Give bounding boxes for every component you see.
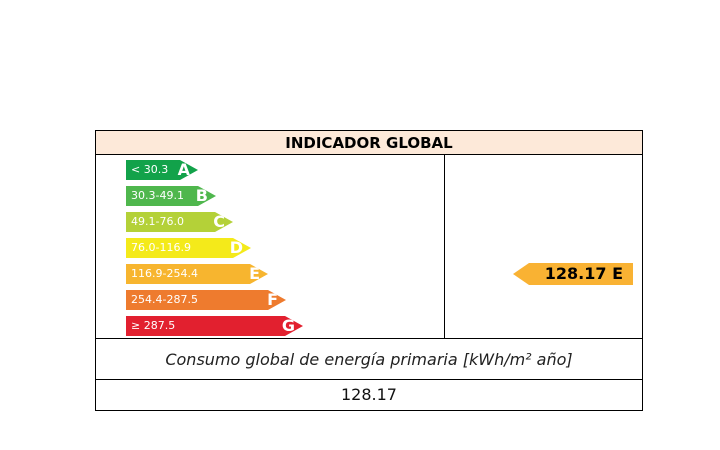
band-letter: D xyxy=(229,238,243,257)
band-letter: E xyxy=(249,264,260,283)
band-e: 116.9-254.4 E xyxy=(126,264,268,284)
rating-letter: E xyxy=(612,264,623,283)
band-b: 30.3-49.1 B xyxy=(126,186,216,206)
band-d: 76.0-116.9 D xyxy=(126,238,251,258)
band-letter: F xyxy=(267,290,278,309)
band-range: < 30.3 xyxy=(131,163,169,176)
band-range: 49.1-76.0 xyxy=(131,215,184,228)
band-letter: B xyxy=(195,186,208,205)
band-letter: C xyxy=(213,212,225,231)
band-range: 254.4-287.5 xyxy=(131,293,198,306)
consumption-value: 128.17 xyxy=(341,385,397,404)
band-range: 30.3-49.1 xyxy=(131,189,184,202)
energy-scale: < 30.3 A 30.3-49.1 B 49.1-76.0 C 76.0-11… xyxy=(96,155,445,338)
band-f: 254.4-287.5 F xyxy=(126,290,286,310)
rating-value: 128.17 xyxy=(544,264,607,283)
band-letter: A xyxy=(177,160,190,179)
band-letter: G xyxy=(281,316,295,335)
rating-indicator: 128.17 E xyxy=(513,263,633,285)
band-g: ≥ 287.5 G xyxy=(126,316,303,336)
band-range: ≥ 287.5 xyxy=(131,319,176,332)
energy-rating-card: INDICADOR GLOBAL < 30.3 A 30.3-49.1 B 49… xyxy=(95,130,643,411)
band-a: < 30.3 A xyxy=(126,160,198,180)
card-title: INDICADOR GLOBAL xyxy=(96,131,642,155)
consumption-caption: Consumo global de energía primaria [kWh/… xyxy=(96,338,642,380)
band-range: 116.9-254.4 xyxy=(131,267,198,280)
band-c: 49.1-76.0 C xyxy=(126,212,233,232)
band-range: 76.0-116.9 xyxy=(131,241,191,254)
rating-result: 128.17 E xyxy=(445,155,642,338)
